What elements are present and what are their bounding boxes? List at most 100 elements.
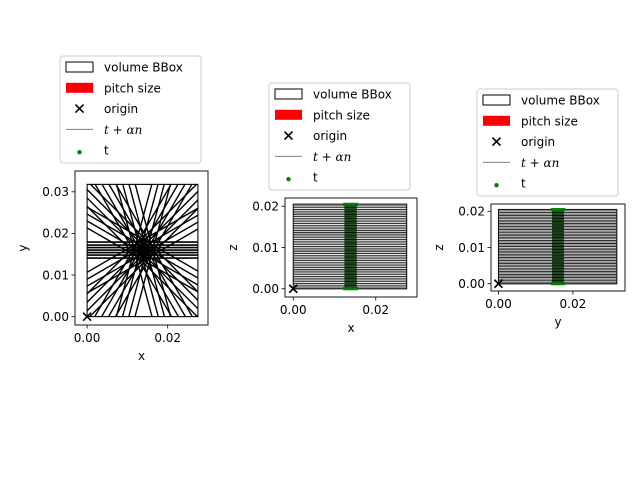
x-axis-label: y <box>554 315 561 329</box>
t-point <box>552 207 557 212</box>
x-tick-label: 0.02 <box>560 297 587 311</box>
legend-entry: t + αn <box>483 156 559 170</box>
legend-entry: pitch size <box>275 108 370 122</box>
volume-bbox-outline <box>86 183 199 318</box>
t-point <box>355 287 359 291</box>
legend-label-plus: + <box>526 156 544 170</box>
legend-handle-dot <box>77 150 82 155</box>
legend-label-coef: αn <box>336 150 352 164</box>
legend-label: volume BBox <box>313 88 392 102</box>
t-plus-alpha-n-line <box>132 171 175 325</box>
y-axis-label: y <box>16 244 30 251</box>
legend-handle-dot <box>494 183 499 188</box>
y-axis-label: z <box>226 244 240 250</box>
t-point <box>355 202 359 206</box>
subplot-3: 0.00 0.02 0.00 0.01 0.02 y z volume BBox pitch s… <box>432 88 626 329</box>
legend-label-coef: αn <box>544 156 560 170</box>
y-tick-label: 0.00 <box>252 282 279 296</box>
t-point <box>559 282 564 286</box>
t-point <box>552 282 557 286</box>
legend-label: t <box>104 144 109 158</box>
y-tick-label: 0.00 <box>458 277 485 291</box>
legend-label: pitch size <box>104 81 161 95</box>
legend-label: t + αn <box>521 156 559 170</box>
legend-label: origin <box>104 102 138 116</box>
t-point <box>352 287 356 291</box>
legend-entry: t + αn <box>275 150 351 164</box>
x-tick-label: 0.02 <box>154 331 181 345</box>
legend-handle-patch <box>66 82 93 93</box>
legend-entry: t + αn <box>66 123 142 137</box>
t-point <box>550 282 554 286</box>
t-point <box>557 207 561 212</box>
x-tick-label: 0.02 <box>362 303 389 317</box>
y-tick-label: 0.01 <box>42 268 69 282</box>
origin-marker <box>493 279 504 289</box>
legend-entry: t <box>494 177 526 191</box>
y-tick-label: 0.03 <box>42 185 69 199</box>
subplot-1: 0.00 0.02 0.00 0.01 0.02 0.03 x y volume BBox pit… <box>16 55 209 363</box>
legend-handle-box <box>65 61 94 73</box>
legend-label: t <box>521 177 526 191</box>
legend-label: origin <box>313 129 347 143</box>
legend-entry: origin <box>74 102 138 116</box>
legend-handle-x-marker <box>283 131 294 141</box>
t-plus-alpha-n-line <box>112 171 155 325</box>
legend-label: pitch size <box>521 114 578 128</box>
plot-area <box>75 171 208 325</box>
legend-handle-dot <box>286 177 291 182</box>
legend-handle-x-marker <box>491 137 502 147</box>
t-point <box>557 282 561 286</box>
legend-entry: volume BBox <box>65 61 183 75</box>
legend-label-plus: + <box>318 150 336 164</box>
t-point <box>342 202 346 206</box>
legend-entry: origin <box>491 135 555 149</box>
legend-label: volume BBox <box>521 94 600 108</box>
y-tick-label: 0.01 <box>252 241 279 255</box>
legend-entry: volume BBox <box>482 94 600 108</box>
t-point <box>559 207 564 212</box>
t-point <box>562 207 566 212</box>
axes-frame <box>74 170 209 326</box>
legend-entry: pitch size <box>66 81 161 95</box>
t-point <box>342 287 346 291</box>
legend-frame <box>268 82 411 191</box>
x-axis-label: x <box>138 349 145 363</box>
x-axis-label: x <box>347 321 354 335</box>
y-tick-label: 0.02 <box>252 200 279 214</box>
t-point <box>352 202 356 206</box>
t-point <box>345 202 349 206</box>
legend-handle-patch <box>483 115 510 126</box>
legend-label: t + αn <box>313 150 351 164</box>
legend-entry: pitch size <box>483 114 578 128</box>
legend-label: t + αn <box>104 123 142 137</box>
legend-entry: t <box>77 144 109 158</box>
x-tick-label: 0.00 <box>280 303 307 317</box>
legend-label: origin <box>521 135 555 149</box>
legend-label-plus: + <box>109 123 127 137</box>
legend-handle-patch <box>275 109 302 120</box>
t-point <box>550 207 554 212</box>
legend-handle-box <box>482 94 511 106</box>
y-axis-label: z <box>432 244 446 250</box>
y-tick-label: 0.02 <box>458 205 485 219</box>
t-point <box>347 202 351 206</box>
plot-area <box>497 207 618 286</box>
t-point <box>350 287 354 291</box>
origin-marker <box>288 284 298 294</box>
t-point <box>555 207 559 212</box>
origin-marker <box>82 312 92 322</box>
legend-label: t <box>313 171 318 185</box>
legend-handle-x-marker <box>74 104 85 114</box>
x-tick-label: 0.00 <box>485 297 512 311</box>
legend-entry: t <box>286 171 318 185</box>
y-tick-label: 0.02 <box>42 227 69 241</box>
t-plus-alpha-n-line <box>113 171 157 325</box>
legend-label: volume BBox <box>104 61 183 75</box>
subplot-2: 0.00 0.02 0.00 0.01 0.02 x z volume BBox pitch s… <box>226 82 418 335</box>
t-point <box>345 287 349 291</box>
legend-label-base: t <box>313 150 318 164</box>
legend-handle-box <box>274 88 303 100</box>
legend-frame <box>476 88 619 197</box>
